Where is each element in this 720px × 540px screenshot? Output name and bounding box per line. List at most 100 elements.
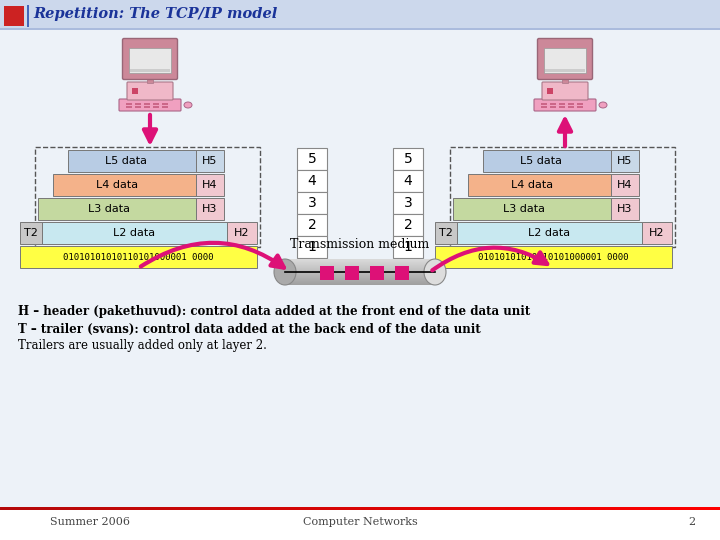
Bar (554, 507, 555, 510)
Bar (221, 507, 222, 510)
Bar (288, 507, 289, 510)
Bar (695, 507, 696, 510)
Bar (227, 507, 228, 510)
Bar (5, 507, 6, 510)
Bar (122, 507, 123, 510)
Bar (361, 507, 362, 510)
Bar (319, 507, 320, 510)
Bar (151, 507, 152, 510)
Bar (140, 507, 141, 510)
Bar (530, 507, 531, 510)
Bar (630, 507, 631, 510)
Bar (360, 507, 361, 510)
Bar (148, 507, 149, 510)
Bar (306, 507, 307, 510)
Bar (633, 507, 634, 510)
Bar (636, 507, 637, 510)
Bar (144, 103, 150, 105)
Bar (228, 507, 229, 510)
Bar (17, 507, 18, 510)
FancyBboxPatch shape (538, 38, 593, 79)
Bar (430, 507, 431, 510)
Text: Summer 2006: Summer 2006 (50, 517, 130, 527)
Text: Computer Networks: Computer Networks (302, 517, 418, 527)
Bar (131, 507, 132, 510)
Bar (662, 507, 663, 510)
Bar (285, 265, 435, 266)
Bar (345, 266, 359, 280)
Bar (266, 507, 267, 510)
Bar (123, 507, 124, 510)
Bar (43, 507, 44, 510)
Bar (676, 507, 677, 510)
Bar (668, 507, 669, 510)
Bar (417, 507, 418, 510)
Bar (30, 507, 31, 510)
Bar (133, 507, 134, 510)
Bar (568, 103, 574, 105)
Bar (250, 507, 251, 510)
Bar (14, 507, 15, 510)
Bar (570, 507, 571, 510)
Bar (338, 507, 339, 510)
Bar (97, 507, 98, 510)
Bar (2, 507, 3, 510)
Bar (396, 507, 397, 510)
Bar (351, 507, 352, 510)
Bar (577, 106, 583, 108)
Bar (285, 264, 435, 265)
Bar (670, 507, 671, 510)
Bar (451, 507, 452, 510)
Bar (606, 507, 607, 510)
Bar (285, 262, 435, 263)
Bar (297, 148, 327, 170)
Bar (520, 507, 521, 510)
Bar (138, 507, 139, 510)
Bar (196, 198, 224, 220)
Bar (325, 507, 326, 510)
Bar (365, 507, 366, 510)
Bar (285, 269, 435, 270)
Bar (183, 507, 184, 510)
Bar (55, 507, 56, 510)
Bar (135, 103, 141, 105)
Ellipse shape (424, 259, 446, 285)
Bar (162, 106, 168, 108)
Bar (597, 507, 598, 510)
Bar (199, 507, 200, 510)
Bar (159, 507, 160, 510)
Bar (393, 170, 423, 192)
Bar (327, 507, 328, 510)
Bar (245, 507, 246, 510)
Bar (591, 507, 592, 510)
Bar (106, 507, 107, 510)
Bar (380, 507, 381, 510)
Bar (260, 507, 261, 510)
Bar (303, 507, 304, 510)
Bar (643, 507, 644, 510)
Bar (714, 507, 715, 510)
Bar (108, 507, 109, 510)
Bar (527, 507, 528, 510)
Bar (687, 507, 688, 510)
Bar (393, 507, 394, 510)
Bar (36, 507, 37, 510)
Bar (483, 150, 611, 172)
Bar (626, 507, 627, 510)
Bar (585, 507, 586, 510)
Bar (182, 507, 183, 510)
Bar (277, 507, 278, 510)
Bar (541, 106, 547, 108)
Bar (112, 507, 113, 510)
Bar (517, 507, 518, 510)
Bar (243, 507, 244, 510)
Text: 1: 1 (307, 240, 316, 254)
Bar (28, 507, 29, 510)
Bar (553, 507, 554, 510)
Bar (31, 507, 32, 510)
Bar (281, 507, 282, 510)
Bar (323, 507, 324, 510)
Bar (66, 507, 67, 510)
Bar (285, 261, 435, 262)
Bar (438, 507, 439, 510)
